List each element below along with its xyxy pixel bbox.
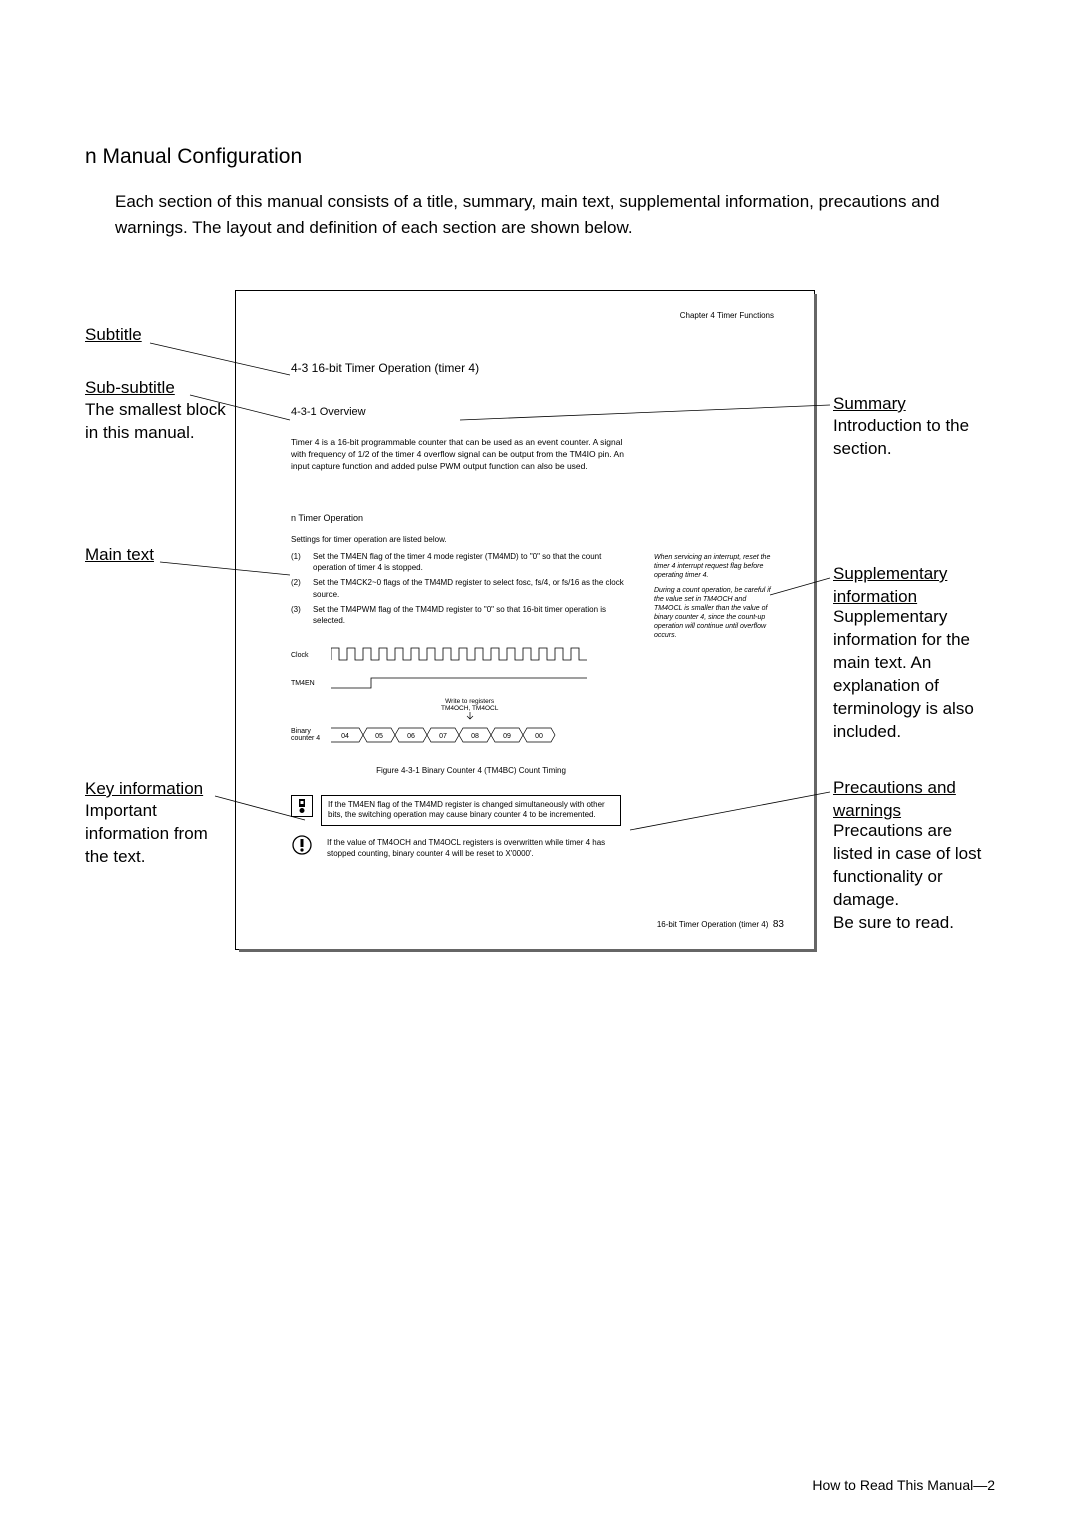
svg-text:00: 00 <box>535 733 543 740</box>
layout-diagram: Subtitle Sub-subtitle The smallest block… <box>85 280 1005 980</box>
doc-subtitle: 4-3-1 Overview <box>291 405 784 419</box>
section-heading: n Manual Configuration <box>85 145 1005 169</box>
warning-icon <box>291 834 313 856</box>
sample-page-box: Chapter 4 Timer Functions 4-3 16-bit Tim… <box>235 290 815 950</box>
callout-precaution: If the TM4EN flag of the TM4MD register … <box>291 795 691 827</box>
svg-text:07: 07 <box>439 733 447 740</box>
svg-text:08: 08 <box>471 733 479 740</box>
svg-text:09: 09 <box>503 733 511 740</box>
label-subsubtitle: Sub-subtitle <box>85 377 175 400</box>
svg-text:06: 06 <box>407 733 415 740</box>
page: n Manual Configuration Each section of t… <box>85 145 1005 980</box>
precaution-icon <box>291 795 313 817</box>
intro-paragraph: Each section of this manual consists of … <box>115 189 1005 240</box>
doc-footer: 16-bit Timer Operation (timer 4) 83 <box>657 918 784 931</box>
callouts: If the TM4EN flag of the TM4MD register … <box>291 795 691 864</box>
label-keyinfo: Key information <box>85 778 203 801</box>
doc-body: Settings for timer operation are listed … <box>291 535 784 864</box>
figure-caption: Figure 4-3-1 Binary Counter 4 (TM4BC) Co… <box>291 766 651 776</box>
clock-waveform <box>331 646 591 664</box>
label-summary-desc: Introduction to the section. <box>833 415 969 461</box>
label-precautions: Precautions and warnings <box>833 777 956 823</box>
doc-list-item: (2) Set the TM4CK2~0 flags of the TM4MD … <box>291 577 631 599</box>
label-supplementary-desc: Supplementary information for the main t… <box>833 606 974 744</box>
label-maintext: Main text <box>85 544 154 567</box>
label-subsubtitle-desc: The smallest block in this manual. <box>85 399 226 445</box>
callout-warning: If the value of TM4OCH and TM4OCL regist… <box>291 834 691 864</box>
doc-overview-paragraph: Timer 4 is a 16-bit programmable counter… <box>291 437 631 473</box>
tm4en-waveform <box>331 676 591 690</box>
doc-section-header: n Timer Operation <box>291 513 784 525</box>
doc-list-intro: Settings for timer operation are listed … <box>291 535 784 545</box>
label-supplementary: Supplementary information <box>833 563 947 609</box>
label-precautions-desc: Precautions are listed in case of lost f… <box>833 820 981 935</box>
label-subtitle: Subtitle <box>85 324 142 347</box>
write-label: Write to registers TM4OCH, TM4OCL <box>441 698 498 724</box>
binary-counter-label: Binarycounter 4 <box>291 728 331 742</box>
doc-sidenote: When servicing an interrupt, reset the t… <box>654 553 776 641</box>
doc-list-item: (1) Set the TM4EN flag of the timer 4 mo… <box>291 551 631 573</box>
svg-text:04: 04 <box>341 733 349 740</box>
label-keyinfo-desc: Important information from the text. <box>85 800 208 869</box>
doc-title: 4-3 16-bit Timer Operation (timer 4) <box>291 361 784 377</box>
timing-diagram: Clock TM4EN <box>291 646 631 756</box>
doc-chapter: Chapter 4 Timer Functions <box>291 311 774 321</box>
counter-cells: 04 05 06 07 08 09 00 <box>331 726 591 744</box>
doc-list: (1) Set the TM4EN flag of the timer 4 mo… <box>291 551 631 626</box>
page-footer: How to Read This Manual—2 <box>812 1477 995 1493</box>
doc-list-item: (3) Set the TM4PWM flag of the TM4MD reg… <box>291 604 631 626</box>
label-summary: Summary <box>833 393 906 416</box>
svg-text:05: 05 <box>375 733 383 740</box>
